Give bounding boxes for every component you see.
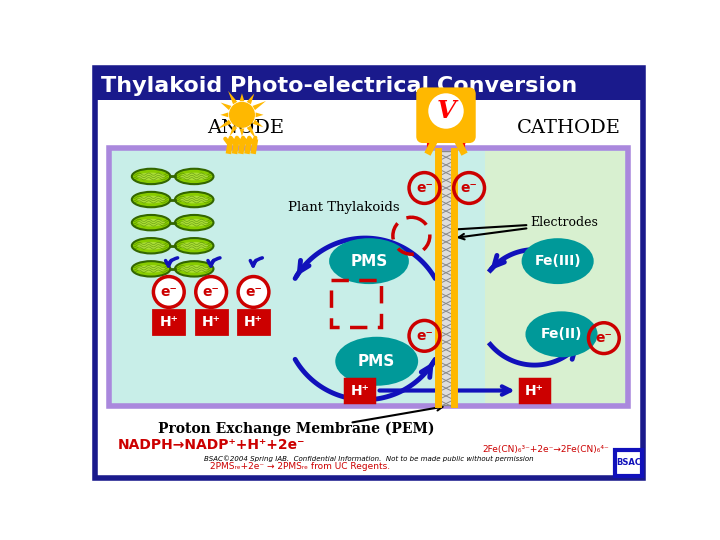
Ellipse shape — [337, 338, 417, 384]
Text: BSAC: BSAC — [616, 458, 641, 468]
Polygon shape — [240, 129, 244, 137]
Text: Plant Thylakoids: Plant Thylakoids — [288, 201, 400, 214]
Ellipse shape — [138, 173, 165, 180]
Bar — [345, 379, 374, 402]
Ellipse shape — [138, 265, 165, 273]
Ellipse shape — [175, 261, 213, 276]
Bar — [616, 450, 642, 476]
Circle shape — [153, 276, 184, 307]
Polygon shape — [220, 103, 231, 110]
Circle shape — [428, 93, 464, 129]
Bar — [196, 309, 227, 334]
Text: Electrodes: Electrodes — [531, 216, 598, 229]
Polygon shape — [253, 119, 264, 127]
Ellipse shape — [132, 192, 171, 207]
Text: e⁻: e⁻ — [416, 329, 433, 343]
Ellipse shape — [138, 242, 165, 249]
Ellipse shape — [132, 238, 171, 253]
FancyBboxPatch shape — [485, 151, 626, 403]
Bar — [438, 151, 454, 405]
Text: e⁻: e⁻ — [245, 285, 262, 299]
Ellipse shape — [175, 238, 213, 253]
FancyBboxPatch shape — [109, 148, 629, 406]
Ellipse shape — [527, 313, 596, 356]
Ellipse shape — [132, 215, 171, 231]
FancyBboxPatch shape — [419, 90, 473, 140]
Ellipse shape — [132, 168, 171, 184]
FancyBboxPatch shape — [95, 68, 643, 100]
Circle shape — [196, 276, 227, 307]
Text: PMS: PMS — [351, 254, 387, 268]
Bar — [153, 309, 184, 334]
Text: Thylakoid Photo-electrical Conversion: Thylakoid Photo-electrical Conversion — [101, 76, 577, 96]
FancyBboxPatch shape — [95, 68, 643, 477]
Text: e⁻: e⁻ — [461, 181, 477, 195]
Circle shape — [230, 103, 254, 127]
Polygon shape — [247, 93, 254, 104]
Ellipse shape — [138, 219, 165, 226]
Text: Proton Exchange Membrane (PEM): Proton Exchange Membrane (PEM) — [158, 422, 434, 436]
Polygon shape — [253, 101, 266, 110]
Text: CATHODE: CATHODE — [517, 119, 621, 137]
Ellipse shape — [175, 215, 213, 231]
Text: e⁻: e⁻ — [416, 181, 433, 195]
Polygon shape — [230, 125, 237, 136]
Text: V: V — [436, 99, 456, 123]
Ellipse shape — [138, 195, 165, 204]
Ellipse shape — [180, 195, 208, 204]
Text: e⁻: e⁻ — [161, 285, 177, 299]
Ellipse shape — [180, 219, 208, 226]
Polygon shape — [228, 91, 237, 104]
Polygon shape — [256, 112, 264, 117]
Ellipse shape — [180, 265, 208, 273]
Text: H⁺: H⁺ — [525, 383, 544, 397]
Text: H⁺: H⁺ — [202, 315, 220, 329]
Circle shape — [238, 276, 269, 307]
Text: ANODE: ANODE — [207, 119, 284, 137]
Ellipse shape — [330, 240, 408, 283]
Ellipse shape — [180, 242, 208, 249]
Text: H⁺: H⁺ — [159, 315, 179, 329]
Polygon shape — [247, 125, 256, 139]
Text: Fe(III): Fe(III) — [534, 254, 581, 268]
Ellipse shape — [180, 173, 208, 180]
Text: 2PMSᵣₑ+2e⁻ → 2PMSᵣₑ from UC Regents.: 2PMSᵣₑ+2e⁻ → 2PMSᵣₑ from UC Regents. — [210, 462, 390, 471]
Text: NADPH→NADP⁺+H⁺+2e⁻: NADPH→NADP⁺+H⁺+2e⁻ — [117, 438, 305, 452]
Text: 2Fe(CN)₆³⁻+2e⁻→2Fe(CN)₆⁴⁻: 2Fe(CN)₆³⁻+2e⁻→2Fe(CN)₆⁴⁻ — [482, 446, 609, 454]
Bar — [520, 379, 549, 402]
Text: Fe(II): Fe(II) — [541, 327, 582, 341]
Polygon shape — [220, 112, 228, 117]
Ellipse shape — [175, 168, 213, 184]
Text: H⁺: H⁺ — [244, 315, 263, 329]
Ellipse shape — [523, 240, 593, 283]
Ellipse shape — [175, 192, 213, 207]
Text: e⁻: e⁻ — [203, 285, 220, 299]
Bar — [330, 280, 381, 327]
Bar — [238, 309, 269, 334]
Polygon shape — [218, 119, 231, 129]
Text: PMS: PMS — [358, 354, 395, 369]
Ellipse shape — [132, 261, 171, 276]
Text: H⁺: H⁺ — [351, 383, 369, 397]
Text: e⁻: e⁻ — [595, 331, 612, 345]
Text: BSAC©2004 Spring IAB.  Confidential Information.  Not to be made public without : BSAC©2004 Spring IAB. Confidential Infor… — [204, 455, 534, 462]
Polygon shape — [240, 93, 244, 101]
